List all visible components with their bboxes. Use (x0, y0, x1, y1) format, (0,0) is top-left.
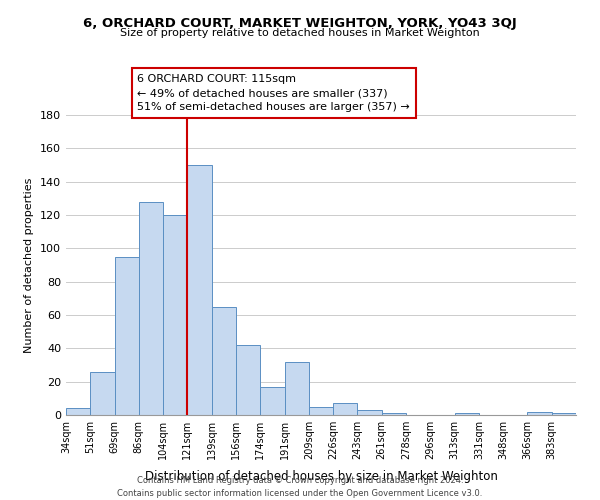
Bar (552, 414, 576, 415)
Text: Size of property relative to detached houses in Market Weighton: Size of property relative to detached ho… (120, 28, 480, 38)
Text: Contains HM Land Registry data © Crown copyright and database right 2024.
Contai: Contains HM Land Registry data © Crown c… (118, 476, 482, 498)
Text: 6 ORCHARD COURT: 115sqm
← 49% of detached houses are smaller (337)
51% of semi-d: 6 ORCHARD COURT: 115sqm ← 49% of detache… (137, 74, 410, 112)
Bar (139, 202, 163, 415)
Bar (212, 306, 236, 415)
Bar (455, 414, 479, 415)
Bar (333, 404, 358, 415)
Bar (284, 362, 309, 415)
Bar (163, 215, 187, 415)
X-axis label: Distribution of detached houses by size in Market Weighton: Distribution of detached houses by size … (145, 470, 497, 484)
Bar (309, 406, 333, 415)
Bar (382, 414, 406, 415)
Bar (527, 412, 552, 415)
Y-axis label: Number of detached properties: Number of detached properties (25, 178, 34, 352)
Bar (187, 165, 212, 415)
Bar (90, 372, 115, 415)
Bar (358, 410, 382, 415)
Text: 6, ORCHARD COURT, MARKET WEIGHTON, YORK, YO43 3QJ: 6, ORCHARD COURT, MARKET WEIGHTON, YORK,… (83, 18, 517, 30)
Bar (260, 386, 284, 415)
Bar (66, 408, 90, 415)
Bar (115, 256, 139, 415)
Bar (236, 345, 260, 415)
